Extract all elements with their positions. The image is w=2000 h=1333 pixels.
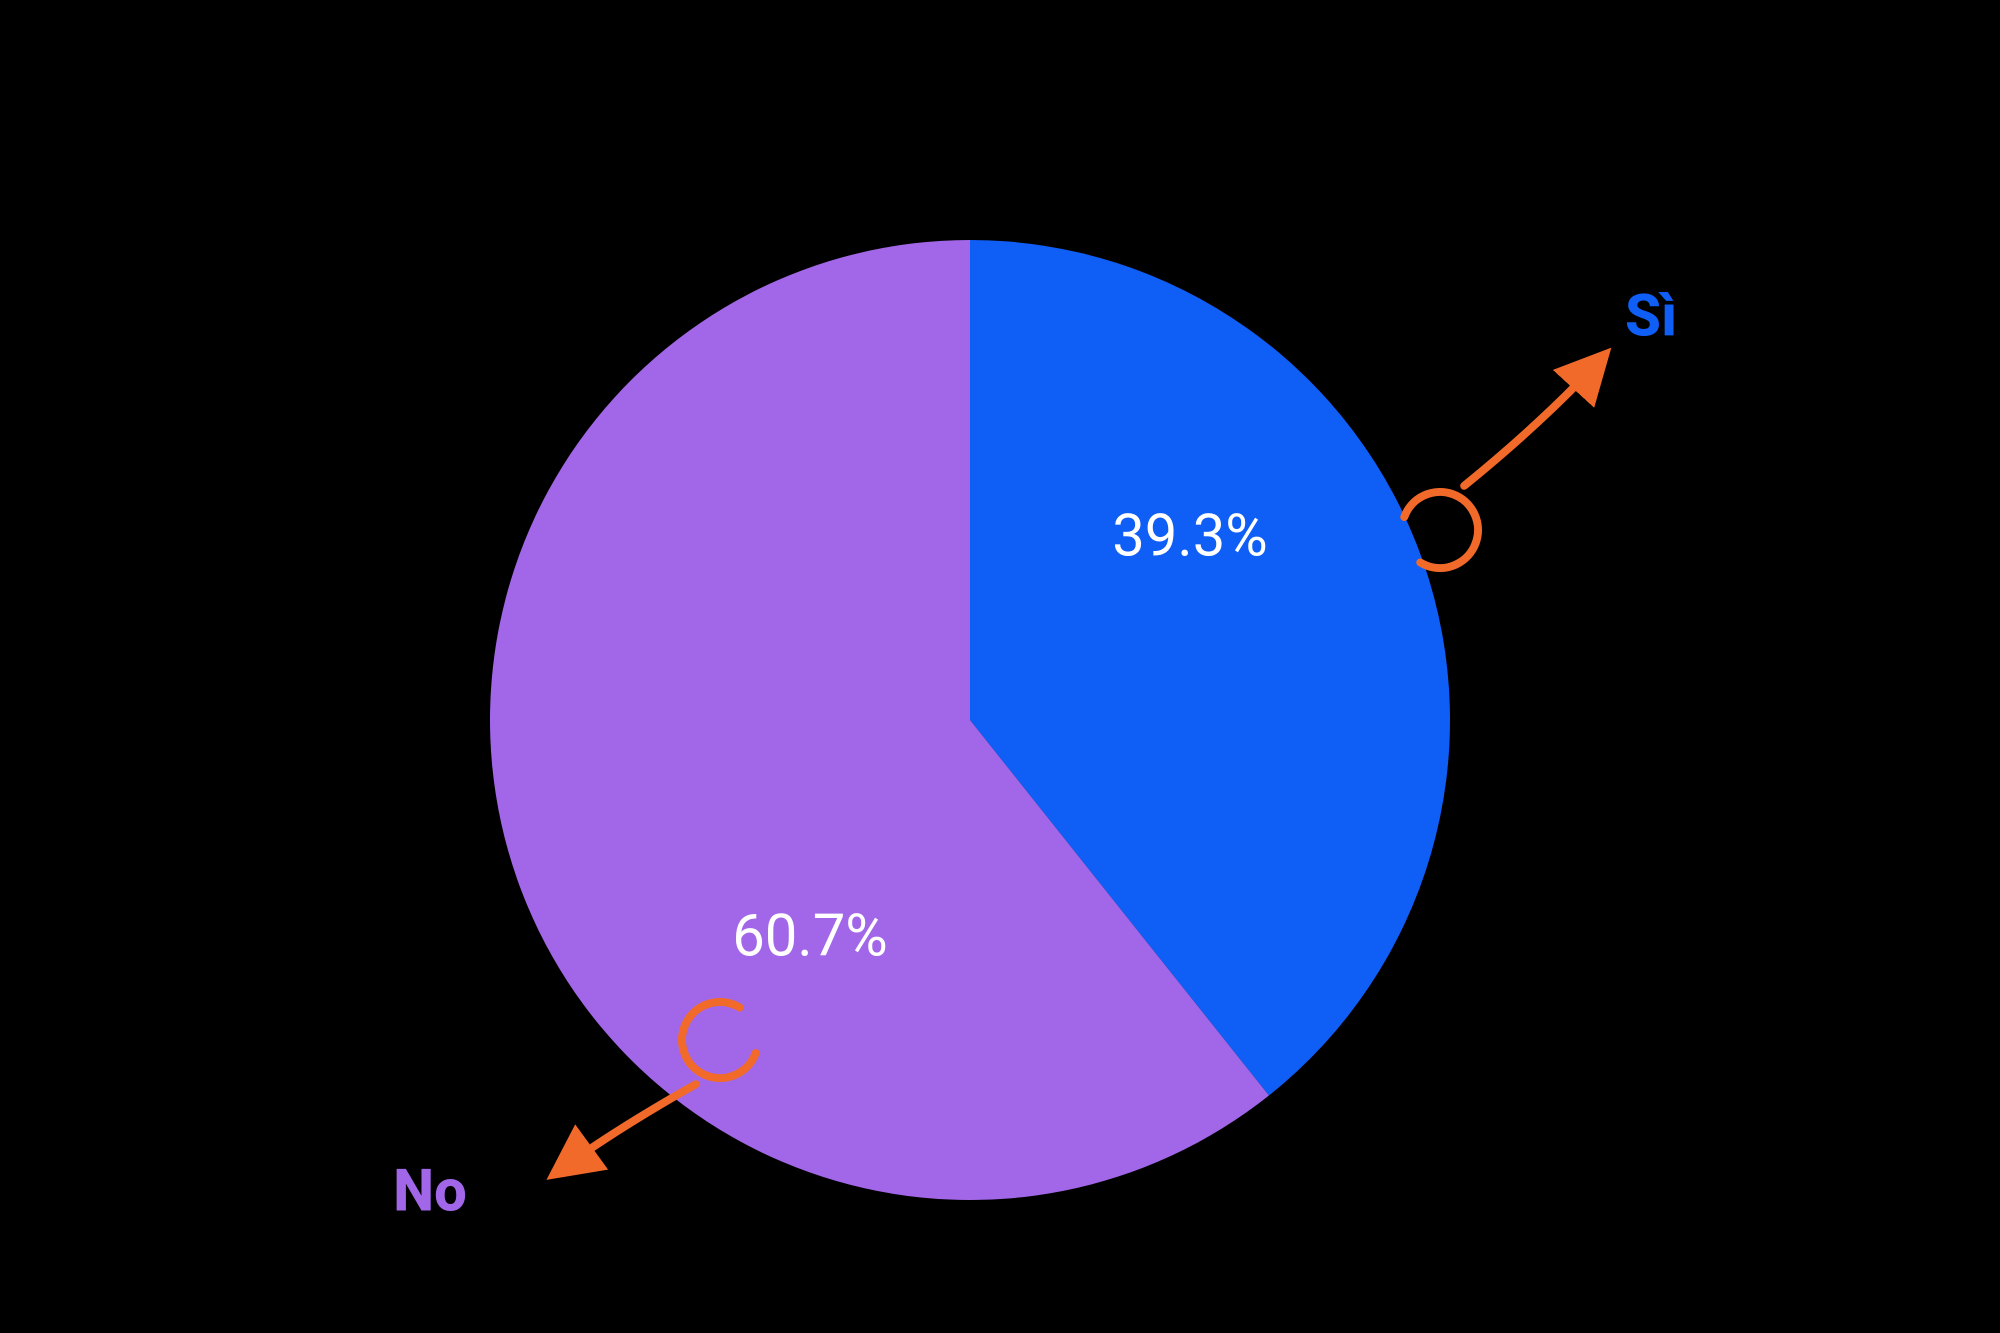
- swirly-arrow: [1391, 360, 1600, 579]
- pie-label-si: Sì: [1625, 282, 1677, 350]
- chart-stage: 39.3% 60.7% Sì No: [0, 0, 2000, 1333]
- pie-percent-si: 39.3%: [1112, 502, 1268, 570]
- pie-label-no: No: [393, 1157, 467, 1225]
- pie-percent-no: 60.7%: [732, 902, 888, 970]
- pie-chart-svg: 39.3% 60.7% Sì No: [0, 0, 2000, 1333]
